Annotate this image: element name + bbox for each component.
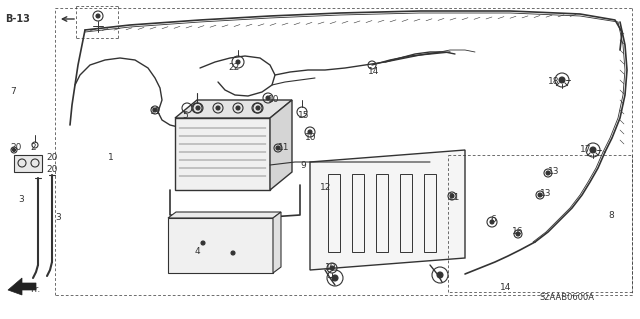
Circle shape — [153, 108, 157, 112]
Text: 2: 2 — [30, 143, 36, 152]
Polygon shape — [8, 278, 36, 295]
Text: 11: 11 — [150, 108, 161, 116]
Circle shape — [490, 220, 494, 224]
Circle shape — [330, 266, 334, 270]
Text: 20: 20 — [46, 153, 58, 162]
Polygon shape — [14, 155, 42, 172]
Polygon shape — [273, 212, 281, 273]
Circle shape — [590, 147, 596, 153]
Circle shape — [13, 149, 15, 152]
Polygon shape — [168, 212, 281, 218]
Text: 12: 12 — [320, 183, 332, 192]
Text: 20: 20 — [46, 166, 58, 174]
Circle shape — [236, 106, 240, 110]
Text: 1: 1 — [108, 153, 114, 162]
Polygon shape — [175, 100, 292, 118]
Circle shape — [546, 171, 550, 175]
Text: 10: 10 — [305, 133, 317, 143]
Circle shape — [437, 272, 443, 278]
Text: 20: 20 — [10, 144, 21, 152]
Circle shape — [256, 106, 260, 110]
Text: 21: 21 — [448, 194, 460, 203]
Polygon shape — [175, 118, 270, 190]
Text: 22: 22 — [228, 63, 239, 72]
Circle shape — [201, 241, 205, 245]
Text: 7: 7 — [10, 87, 16, 97]
Text: 9: 9 — [300, 160, 306, 169]
Text: 6: 6 — [490, 216, 496, 225]
Polygon shape — [270, 100, 292, 190]
Text: 19: 19 — [325, 263, 337, 272]
Circle shape — [559, 77, 565, 83]
Polygon shape — [310, 150, 465, 270]
Circle shape — [538, 193, 542, 197]
Circle shape — [216, 106, 220, 110]
Circle shape — [450, 194, 454, 198]
Text: 11: 11 — [278, 144, 289, 152]
Text: Fr.: Fr. — [30, 286, 40, 294]
Circle shape — [308, 130, 312, 134]
Text: 16: 16 — [512, 227, 524, 236]
Text: 14: 14 — [500, 284, 511, 293]
Circle shape — [266, 96, 270, 100]
Text: 13: 13 — [540, 189, 552, 198]
Text: 4: 4 — [195, 248, 200, 256]
Text: B-13: B-13 — [5, 14, 30, 24]
Text: 17: 17 — [580, 145, 591, 154]
Text: 3: 3 — [55, 213, 61, 222]
Text: 14: 14 — [368, 68, 380, 77]
Circle shape — [332, 275, 338, 281]
Polygon shape — [168, 218, 273, 273]
Text: 8: 8 — [608, 211, 614, 219]
Circle shape — [516, 232, 520, 236]
Text: 3: 3 — [18, 196, 24, 204]
Text: S2AAB0600A: S2AAB0600A — [540, 293, 595, 302]
Text: 5: 5 — [182, 110, 188, 120]
Text: 15: 15 — [298, 110, 310, 120]
Circle shape — [196, 106, 200, 110]
Text: 18: 18 — [548, 78, 559, 86]
Circle shape — [236, 60, 240, 64]
Circle shape — [276, 146, 280, 150]
Circle shape — [96, 14, 100, 18]
Circle shape — [231, 251, 235, 255]
Text: 13: 13 — [548, 167, 559, 176]
Text: 10: 10 — [268, 95, 280, 105]
